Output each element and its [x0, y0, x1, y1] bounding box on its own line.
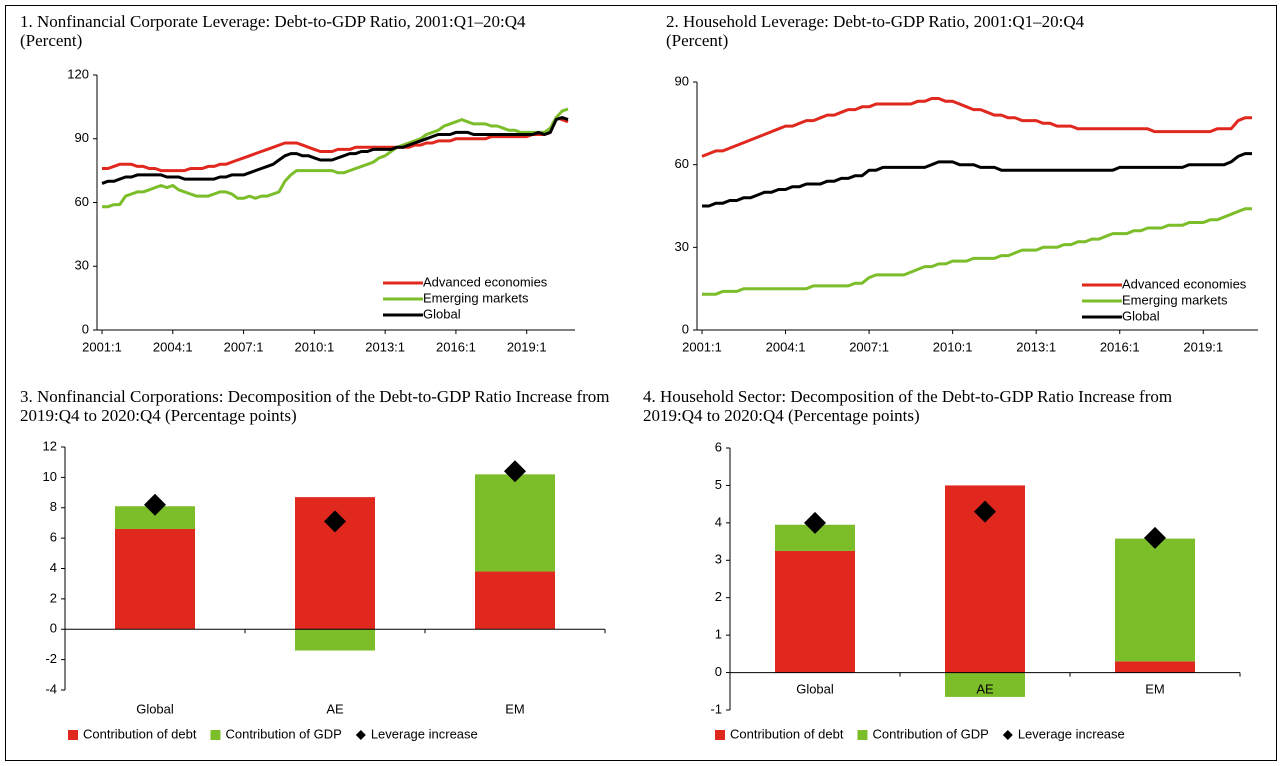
y-tick-label: 5 — [715, 477, 722, 492]
bar — [945, 672, 1025, 697]
y-tick-label: 6 — [715, 439, 722, 454]
bar — [1115, 661, 1195, 673]
panel-title: 2. Household Leverage: Debt-to-GDP Ratio… — [666, 12, 1266, 50]
panel-title: 4. Household Sector: Decomposition of th… — [643, 387, 1218, 425]
y-tick-label: 90 — [675, 73, 689, 88]
x-tick-label: 2007:1 — [849, 339, 889, 354]
x-tick-label: 2001:1 — [82, 339, 122, 354]
y-tick-label: 60 — [75, 194, 89, 209]
bar — [115, 506, 195, 530]
chart-title: 4. Household Sector: Decomposition of th… — [643, 387, 1173, 425]
x-tick-label: 2010:1 — [933, 339, 973, 354]
chart-subtitle: (Percent) — [20, 31, 83, 50]
legend-label: Emerging markets — [1122, 292, 1228, 307]
x-tick-label: 2001:1 — [682, 339, 722, 354]
x-tick-label: EM — [1145, 681, 1165, 696]
y-tick-label: 30 — [75, 258, 89, 273]
bar — [1115, 538, 1195, 662]
y-tick-label: 0 — [715, 664, 722, 679]
y-tick-label: 60 — [675, 156, 689, 171]
x-tick-label: 2016:1 — [436, 339, 476, 354]
y-tick-label: 2 — [715, 589, 722, 604]
x-tick-label: EM — [505, 701, 525, 716]
y-tick-label: 10 — [43, 469, 57, 484]
x-tick-label: Global — [136, 701, 174, 716]
legend-label: Leverage increase — [371, 726, 478, 741]
bar — [475, 571, 555, 630]
y-tick-label: 3 — [715, 552, 722, 567]
y-tick-label: 90 — [75, 130, 89, 145]
x-tick-label: 2004:1 — [153, 339, 193, 354]
chart-title: 2. Household Leverage: Debt-to-GDP Ratio… — [666, 12, 1085, 31]
series-line — [102, 107, 569, 209]
x-tick-label: 2010:1 — [294, 339, 334, 354]
y-tick-label: 120 — [67, 66, 89, 81]
legend-label: Contribution of debt — [83, 726, 197, 741]
bar — [115, 529, 195, 630]
series-line — [701, 97, 1252, 158]
y-tick-label: 6 — [50, 530, 57, 545]
legend-swatch — [210, 730, 221, 740]
legend-label: Advanced economies — [423, 274, 548, 289]
series-line — [702, 152, 1252, 208]
series-line — [702, 207, 1252, 296]
panel-title: 3. Nonfinancial Corporations: Decomposit… — [20, 387, 645, 425]
legend-label: Contribution of GDP — [872, 726, 988, 741]
series-line — [102, 116, 569, 173]
x-tick-label: 2019:1 — [507, 339, 547, 354]
x-tick-label: 2019:1 — [1183, 339, 1223, 354]
legend-label: Contribution of GDP — [225, 726, 341, 741]
bar — [775, 550, 855, 673]
legend-swatch — [355, 730, 366, 740]
x-tick-label: 2007:1 — [224, 339, 264, 354]
marker — [144, 493, 166, 516]
legend-swatch — [857, 730, 868, 740]
legend-label: Leverage increase — [1018, 726, 1125, 741]
y-tick-label: 0 — [82, 321, 89, 336]
y-tick-label: 4 — [50, 560, 57, 575]
x-tick-label: 2016:1 — [1100, 339, 1140, 354]
marker — [504, 460, 526, 483]
legend-label: Contribution of debt — [730, 726, 844, 741]
legend-swatch — [715, 730, 725, 740]
x-tick-label: AE — [976, 681, 994, 696]
legend-swatch — [68, 730, 78, 740]
y-tick-label: 12 — [43, 438, 57, 453]
marker — [1144, 526, 1166, 549]
y-tick-label: 8 — [50, 499, 57, 514]
marker — [804, 511, 826, 534]
y-tick-label: 4 — [715, 514, 722, 529]
panel-title: 1. Nonfinancial Corporate Leverage: Debt… — [20, 12, 660, 50]
legend-label: Emerging markets — [423, 290, 529, 305]
legend-label: Global — [423, 306, 461, 321]
frame — [5, 5, 1277, 761]
chart-title: 3. Nonfinancial Corporations: Decomposit… — [20, 387, 610, 425]
y-tick-label: -1 — [710, 701, 722, 716]
y-tick-label: 2 — [50, 590, 57, 605]
y-tick-label: 1 — [715, 627, 722, 642]
y-tick-label: 30 — [675, 239, 689, 254]
y-tick-label: 0 — [50, 621, 57, 636]
y-tick-label: 0 — [682, 321, 689, 336]
bar — [475, 474, 555, 572]
marker — [324, 510, 346, 533]
x-tick-label: Global — [796, 681, 834, 696]
chart-subtitle: (Percent) — [666, 31, 729, 50]
series-line — [101, 116, 569, 185]
legend-label: Global — [1122, 308, 1160, 323]
x-tick-label: 2013:1 — [365, 339, 405, 354]
y-tick-label: -2 — [45, 651, 57, 666]
legend-label: Advanced economies — [1122, 276, 1247, 291]
marker — [974, 500, 996, 523]
x-tick-label: 2004:1 — [766, 339, 806, 354]
chart-title: 1. Nonfinancial Corporate Leverage: Debt… — [20, 12, 526, 31]
legend-swatch — [1002, 730, 1013, 740]
x-tick-label: AE — [326, 701, 344, 716]
y-tick-label: -4 — [45, 681, 57, 696]
bar — [295, 629, 375, 651]
x-tick-label: 2013:1 — [1016, 339, 1056, 354]
